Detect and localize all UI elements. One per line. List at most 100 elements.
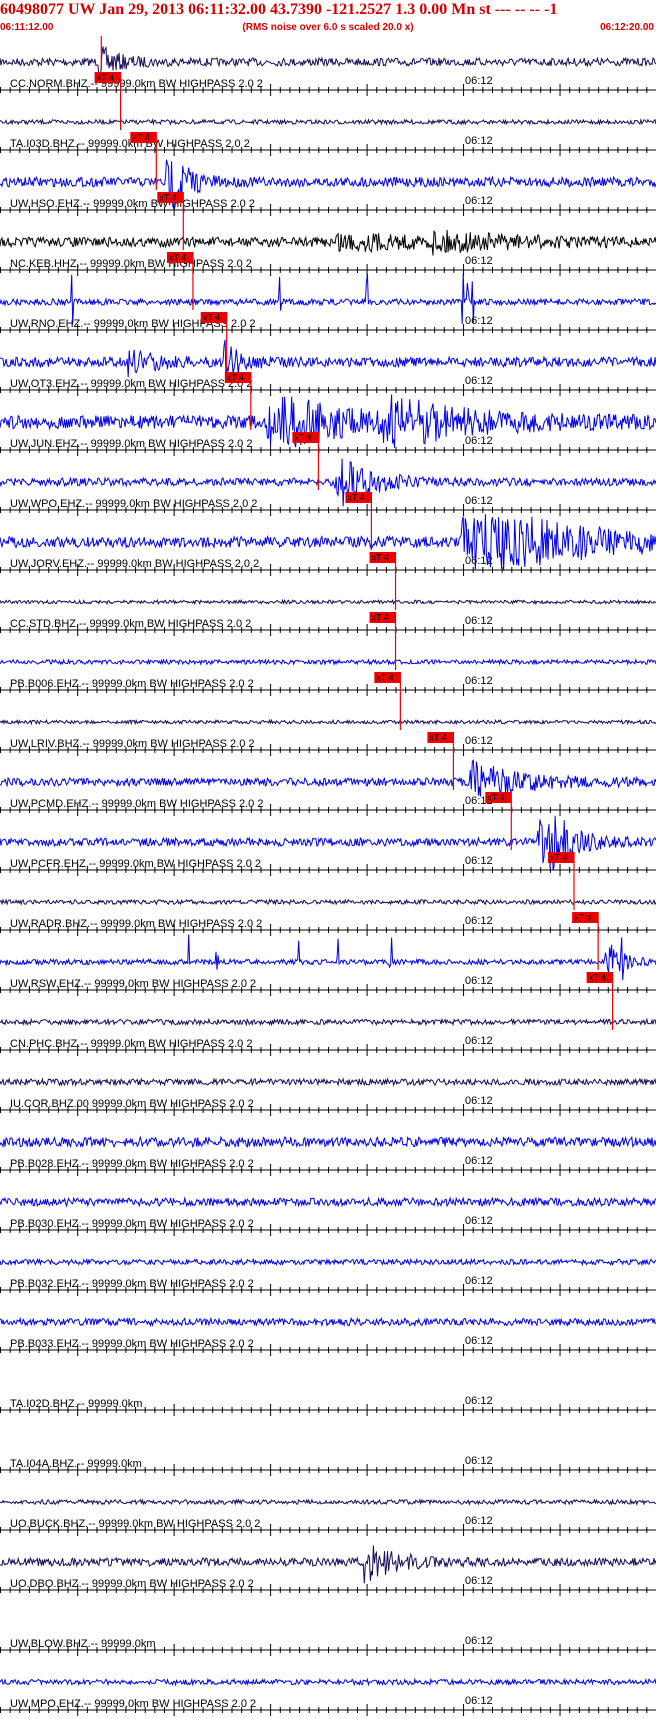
station-label: PB.B033.EHZ.-- 99999.0km BW HIGHPASS 2.0… bbox=[10, 1338, 254, 1350]
waveform-trace bbox=[0, 598, 656, 606]
pick-label: xT 4 bbox=[97, 73, 114, 83]
pick-label: xT 4 bbox=[574, 913, 591, 923]
station-label: TA.I02D.BHZ.-- 99999.0km bbox=[10, 1398, 142, 1410]
station-label: UW.RNO.EHZ.-- 99999.0km BW HIGHPASS 2.0 … bbox=[10, 318, 256, 330]
pick-flag bbox=[374, 672, 401, 683]
station-label: UW.JORV.EHZ.-- 99999.0km BW HIGHPASS 2.0… bbox=[10, 558, 259, 570]
minute-label: 06:12 bbox=[465, 195, 493, 207]
minute-label: 06:12 bbox=[465, 1335, 493, 1347]
minute-label: 06:12 bbox=[465, 495, 493, 507]
station-label: TA.I03D.BHZ.-- 99999.0km BW HIGHPASS 2.0… bbox=[10, 138, 250, 150]
station-label: UW.MPO.EHZ.-- 99999.0km BW HIGHPASS 2.0 … bbox=[10, 1698, 256, 1710]
pick-flag bbox=[369, 552, 396, 563]
waveform-trace bbox=[0, 1135, 656, 1149]
station-label: UW.RSW.EHZ.-- 99999.0km BW HIGHPASS 2.0 … bbox=[10, 978, 256, 990]
minute-label: 06:12 bbox=[465, 1635, 493, 1647]
pick-flag bbox=[166, 252, 193, 263]
pick-label: xT 4 bbox=[429, 733, 446, 743]
pick-flag bbox=[130, 132, 157, 143]
pick-label: xT 4 bbox=[372, 553, 389, 563]
station-label: CC.NORM.BHZ.-- 99999.0km BW HIGHPASS 2.0… bbox=[10, 78, 263, 90]
minute-label: 06:12 bbox=[465, 1515, 493, 1527]
waveform-trace bbox=[0, 229, 656, 256]
minute-label: 06:12 bbox=[465, 1095, 493, 1107]
station-label: TA.I04A.BHZ.-- 99999.0km bbox=[10, 1458, 142, 1470]
waveform-trace bbox=[0, 658, 656, 667]
minute-label: 06:12 bbox=[465, 975, 493, 987]
minute-label: 06:12 bbox=[465, 75, 493, 87]
waveform-trace bbox=[0, 273, 656, 325]
station-label: UW.PCMD.EHZ.-- 99999.0km BW HIGHPASS 2.0… bbox=[10, 798, 263, 810]
waveform-trace bbox=[0, 1196, 656, 1208]
waveform-trace bbox=[0, 1677, 656, 1687]
waveform-trace bbox=[0, 159, 656, 209]
seismogram-plot: 06:12 CC.NORM.BHZ.-- 99999.0km BW HIGHPAS… bbox=[0, 36, 656, 1716]
waveform-trace bbox=[0, 394, 656, 448]
station-label: UW.OT3.EHZ.-- 99999.0km BW HIGHPASS 2.0 … bbox=[10, 378, 252, 390]
waveform-trace bbox=[0, 1076, 656, 1087]
minute-label: 06:12 bbox=[465, 1155, 493, 1167]
minute-label: 06:12 bbox=[465, 255, 493, 267]
pick-label: xT 4 bbox=[159, 193, 176, 203]
header: 60498077 UW Jan 29, 2013 06:11:32.00 43.… bbox=[0, 0, 656, 36]
waveform-trace bbox=[0, 718, 656, 726]
pick-flag bbox=[200, 312, 227, 323]
minute-label: 06:12 bbox=[465, 555, 493, 567]
minute-label: 06:12 bbox=[465, 615, 493, 627]
pick-label: xT 4 bbox=[550, 853, 567, 863]
station-label: UW.JUN.EHZ.-- 99999.0km BW HIGHPASS 2.0 … bbox=[10, 438, 252, 450]
pick-label: xT 4 bbox=[347, 493, 364, 503]
minute-label: 06:12 bbox=[465, 1695, 493, 1707]
pick-label: xT 4 bbox=[487, 793, 504, 803]
station-label: UW.BLOW.BHZ.-- 99999.0km bbox=[10, 1638, 155, 1650]
pick-flag bbox=[157, 192, 184, 203]
pick-label: xT 4 bbox=[227, 373, 244, 383]
station-label: UO.DBO.BHZ.-- 99999.0km BW HIGHPASS 2.0 … bbox=[10, 1578, 254, 1590]
station-label: PB.B006.EHZ.-- 99999.0km BW HIGHPASS 2.0… bbox=[10, 678, 254, 690]
station-label: PB.B032.EHZ.-- 99999.0km BW HIGHPASS 2.0… bbox=[10, 1278, 254, 1290]
waveform-trace bbox=[0, 339, 656, 383]
waveform-trace bbox=[0, 815, 656, 871]
end-time: 06:12:20.00 bbox=[600, 22, 654, 33]
start-time: 06:11:12.00 bbox=[0, 22, 54, 33]
minute-label: 06:12 bbox=[465, 855, 493, 867]
waveform-trace bbox=[0, 898, 656, 906]
pick-flag bbox=[292, 432, 319, 443]
minute-label: 06:12 bbox=[465, 915, 493, 927]
pick-label: xT 4 bbox=[132, 133, 149, 143]
station-label: UO.BUCK.BHZ.-- 99999.0km BW HIGHPASS 2.0… bbox=[10, 1518, 260, 1530]
pick-label: xT 4 bbox=[294, 433, 311, 443]
waveform-trace bbox=[0, 117, 656, 126]
pick-label: xT 4 bbox=[203, 313, 220, 323]
station-label: PB.B030.EHZ.-- 99999.0km BW HIGHPASS 2.0… bbox=[10, 1218, 254, 1230]
pick-label: xT 4 bbox=[589, 973, 606, 983]
minute-label: 06:12 bbox=[465, 1575, 493, 1587]
minute-label: 06:12 bbox=[465, 1395, 493, 1407]
station-label: UW.LRIV.BHZ.-- 99999.0km BW HIGHPASS 2.0… bbox=[10, 738, 255, 750]
minute-label: 06:12 bbox=[465, 735, 493, 747]
station-label: UW.RADR.BHZ.-- 99999.0km BW HIGHPASS 2.0… bbox=[10, 918, 262, 930]
waveform-trace bbox=[0, 1545, 656, 1584]
waveform-trace bbox=[0, 514, 656, 571]
pick-flag bbox=[485, 792, 512, 803]
station-label: UW.PCFR.EHZ.-- 99999.0km BW HIGHPASS 2.0… bbox=[10, 858, 261, 870]
pick-label: xT 4 bbox=[376, 673, 393, 683]
station-label: PB.B028.EHZ.-- 99999.0km BW HIGHPASS 2.0… bbox=[10, 1158, 254, 1170]
station-label: CN.PHC.BHZ.-- 99999.0km BW HIGHPASS 2.0 … bbox=[10, 1038, 252, 1050]
waveform-trace bbox=[0, 759, 656, 797]
minute-label: 06:12 bbox=[465, 1215, 493, 1227]
minute-label: 06:12 bbox=[465, 675, 493, 687]
waveform-trace bbox=[0, 46, 656, 77]
minute-label: 06:12 bbox=[465, 315, 493, 327]
minute-label: 06:12 bbox=[465, 1455, 493, 1467]
event-title: 60498077 UW Jan 29, 2013 06:11:32.00 43.… bbox=[0, 1, 558, 18]
waveform-trace bbox=[0, 1316, 656, 1328]
pick-label: xT 4 bbox=[372, 613, 389, 623]
minute-label: 06:12 bbox=[465, 435, 493, 447]
waveform-trace bbox=[0, 458, 656, 507]
station-label: CC.STD.BHZ.-- 99999.0km BW HIGHPASS 2.0 … bbox=[10, 618, 251, 630]
waveform-trace bbox=[0, 1257, 656, 1267]
waveform-trace bbox=[0, 934, 656, 981]
pick-flag bbox=[369, 612, 396, 623]
pick-flag bbox=[548, 852, 574, 863]
